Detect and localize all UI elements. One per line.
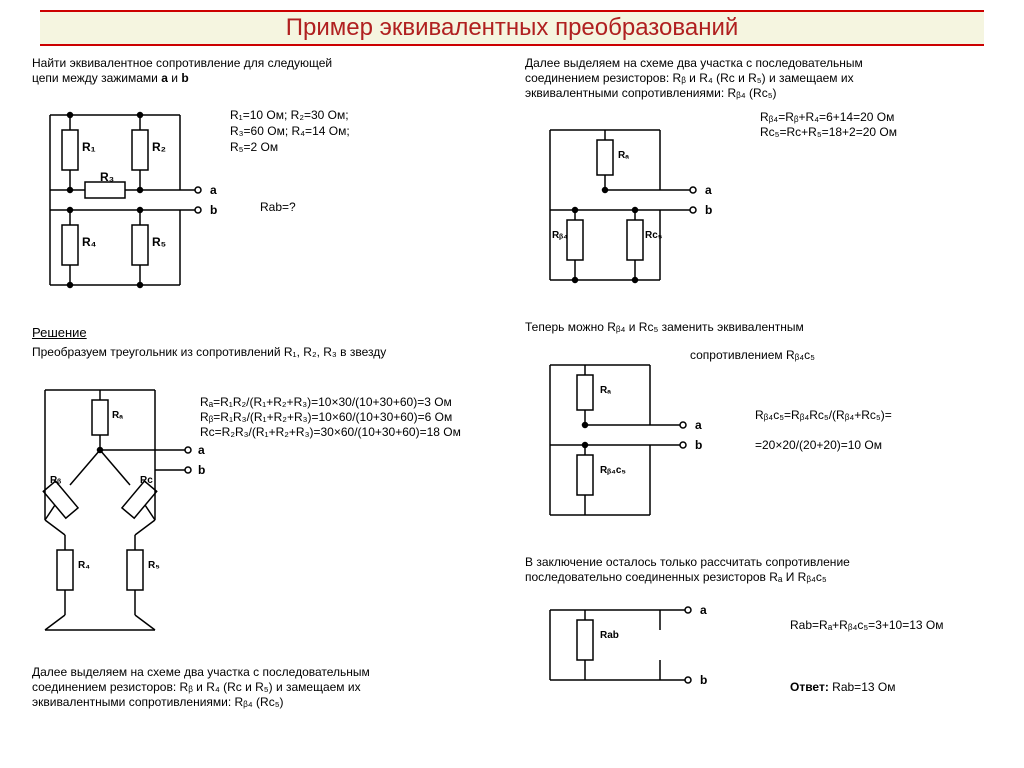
find: Rab=? <box>260 200 296 214</box>
r-eq2: Rс₅=Rс+R₅=18+2=20 Ом <box>760 125 897 139</box>
lbl-r1: R₁ <box>82 140 96 154</box>
eq-ra: Rₐ=R₁R₂/(R₁+R₂+R₃)=10×30/(10+30+60)=3 Ом <box>200 395 452 409</box>
lbl-b2: b <box>198 463 205 477</box>
lbl-b3: b <box>705 203 712 217</box>
r-p2: соединением резисторов: Rᵦ и R₄ (Rс и R₅… <box>525 71 854 85</box>
lbl-r42: R₄ <box>78 560 90 572</box>
lbl-ra2: Rₐ <box>112 410 123 422</box>
given-3: R₅=2 Ом <box>230 140 278 154</box>
answer: Ответ: Rab=13 Ом <box>790 680 895 694</box>
r-p7: последовательно соединенных резисторов R… <box>525 570 827 584</box>
problem-line1: Найти эквивалентное сопротивление для сл… <box>32 56 332 70</box>
lbl-r3: R₃ <box>100 170 114 184</box>
lbl-b4: b <box>695 438 702 452</box>
lbl-b5: b <box>700 673 707 687</box>
note-1: Далее выделяем на схеме два участка с по… <box>32 665 370 679</box>
circuit-3 <box>530 115 730 315</box>
given-1: R₁=10 Ом; R₂=30 Ом; <box>230 108 349 122</box>
page-title: Пример эквивалентных преобразований <box>40 10 984 46</box>
note-3: эквивалентными сопротивлениями: Rᵦ₄ (Rс₅… <box>32 695 284 709</box>
given-2: R₃=60 Ом; R₄=14 Ом; <box>230 124 350 138</box>
lbl-rb4c5: Rᵦ₄с₅ <box>600 465 626 477</box>
solution-title: Решение <box>32 325 87 341</box>
lbl-rc5: Rс₅ <box>645 230 662 242</box>
sol-l1: Преобразуем треугольник из сопротивлений… <box>32 345 386 359</box>
eq-rc: Rc=R₂R₃/(R₁+R₂+R₃)=30×60/(10+30+60)=18 О… <box>200 425 461 439</box>
r-eq4: Rab=Rₐ+Rᵦ₄с₅=3+10=13 Ом <box>790 618 944 632</box>
lbl-ra4: Rₐ <box>600 385 611 397</box>
lbl-a1: a <box>210 183 217 197</box>
r-p3: эквивалентными сопротивлениями: Rᵦ₄ (Rс₅… <box>525 86 777 100</box>
r-eq3a: Rᵦ₄с₅=Rᵦ₄Rс₅/(Rᵦ₄+Rс₅)= <box>755 408 892 422</box>
circuit-2 <box>25 370 225 660</box>
lbl-rb4: Rᵦ₄ <box>552 230 568 242</box>
r-p6: В заключение осталось только рассчитать … <box>525 555 850 569</box>
circuit-1 <box>30 95 210 305</box>
lbl-rc2: Rс <box>140 475 153 487</box>
lbl-rb2: Rᵦ <box>50 475 61 487</box>
lbl-r2: R₂ <box>152 140 166 154</box>
lbl-a4: a <box>695 418 702 432</box>
lbl-ra3: Rₐ <box>618 150 629 162</box>
note-2: соединением резисторов: Rᵦ и R₄ (Rс и R₅… <box>32 680 361 694</box>
eq-rb: Rᵦ=R₁R₃/(R₁+R₂+R₃)=10×60/(10+30+60)=6 Ом <box>200 410 452 424</box>
r-eq3b: =20×20/(20+20)=10 Ом <box>755 438 882 452</box>
lbl-r52: R₅ <box>148 560 160 572</box>
lbl-r4: R₄ <box>82 235 96 249</box>
r-p4: Теперь можно Rᵦ₄ и Rс₅ заменить эквивале… <box>525 320 804 334</box>
lbl-rab: Rab <box>600 630 619 642</box>
lbl-a3: a <box>705 183 712 197</box>
r-p1: Далее выделяем на схеме два участка с по… <box>525 56 863 70</box>
lbl-b1: b <box>210 203 217 217</box>
r-eq1: Rᵦ₄=Rᵦ+R₄=6+14=20 Ом <box>760 110 894 124</box>
lbl-a5: a <box>700 603 707 617</box>
problem-line2: цепи между зажимами a и b <box>32 71 189 85</box>
lbl-r5: R₅ <box>152 235 166 249</box>
lbl-a2: a <box>198 443 205 457</box>
